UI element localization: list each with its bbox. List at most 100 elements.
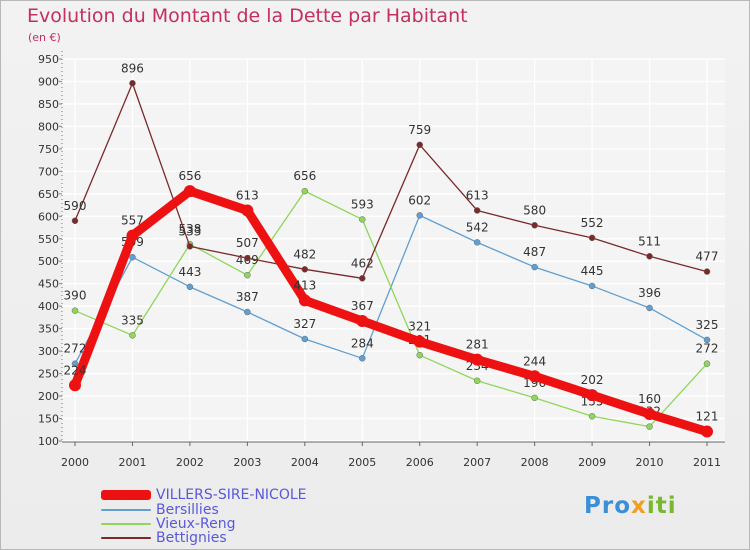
x-tick-label: 2000 xyxy=(61,456,89,469)
data-label: 272 xyxy=(696,342,719,356)
data-label: 580 xyxy=(523,203,546,217)
data-label: 321 xyxy=(408,320,431,334)
data-label: 542 xyxy=(466,220,489,234)
data-point xyxy=(71,360,79,367)
data-point xyxy=(531,394,538,402)
data-point xyxy=(703,360,711,367)
y-tick-label: 850 xyxy=(38,98,59,111)
x-tick-label: 2003 xyxy=(233,456,261,469)
data-point xyxy=(301,187,309,195)
x-tick-label: 2010 xyxy=(636,456,664,469)
data-point xyxy=(356,315,369,328)
data-point xyxy=(301,266,309,273)
y-tick-label: 900 xyxy=(38,75,59,88)
data-point xyxy=(129,80,136,87)
proxiti-logo: Proxiti xyxy=(584,493,677,519)
data-label: 487 xyxy=(523,245,546,259)
x-tick-label: 2007 xyxy=(463,456,491,469)
legend-item-bettignies[interactable]: Bettignies xyxy=(101,529,227,546)
data-point xyxy=(413,335,426,348)
y-tick-label: 100 xyxy=(38,435,59,448)
data-label: 896 xyxy=(121,61,144,75)
y-tick-label: 750 xyxy=(38,143,59,156)
data-label: 593 xyxy=(351,197,374,211)
data-label: 613 xyxy=(236,188,259,202)
data-label: 462 xyxy=(351,256,374,270)
data-label: 327 xyxy=(293,317,316,331)
x-tick-label: 2002 xyxy=(176,456,204,469)
data-point xyxy=(298,294,311,307)
data-point xyxy=(703,336,711,344)
data-point xyxy=(646,253,653,260)
data-label: 202 xyxy=(581,373,604,387)
y-tick-label: 250 xyxy=(38,368,59,381)
data-point xyxy=(359,216,366,223)
data-point xyxy=(473,377,481,385)
legend-label: Vieux-Reng xyxy=(156,515,236,532)
data-point xyxy=(186,243,194,250)
data-label: 557 xyxy=(121,214,144,228)
x-tick-label: 2004 xyxy=(291,456,319,469)
legend-label: VILLERS-SIRE-NICOLE xyxy=(156,486,307,503)
data-label: 590 xyxy=(64,199,87,213)
plot-area xyxy=(62,59,725,441)
data-point xyxy=(126,229,139,242)
data-point xyxy=(129,332,136,339)
data-label: 160 xyxy=(638,392,661,406)
y-tick-label: 200 xyxy=(38,390,59,403)
data-point xyxy=(244,271,251,279)
data-point xyxy=(531,222,538,229)
data-label: 396 xyxy=(638,286,661,300)
x-tick-label: 2011 xyxy=(693,456,721,469)
data-point xyxy=(241,204,254,217)
legend-item-villers-sire-nicole[interactable]: VILLERS-SIRE-NICOLE xyxy=(101,486,307,503)
series-line xyxy=(70,186,712,437)
chart-subtitle: (en €) xyxy=(28,31,61,44)
data-label: 244 xyxy=(523,354,546,368)
y-tick-label: 500 xyxy=(38,255,59,268)
x-tick-label: 2008 xyxy=(521,456,549,469)
data-label: 335 xyxy=(121,313,144,327)
data-label: 656 xyxy=(178,169,201,183)
legend-item-vieux-reng[interactable]: Vieux-Reng xyxy=(101,515,236,532)
data-point xyxy=(473,239,481,246)
legend-swatch xyxy=(101,522,151,525)
y-tick-label: 550 xyxy=(38,233,59,246)
data-point xyxy=(186,283,194,291)
data-label: 272 xyxy=(64,342,87,356)
data-label: 507 xyxy=(236,236,259,250)
data-point xyxy=(586,389,599,402)
data-point xyxy=(528,370,541,383)
chart-title: Evolution du Montant de la Dette par Hab… xyxy=(27,5,468,27)
x-tick-label: 2001 xyxy=(118,456,146,469)
data-label: 533 xyxy=(178,224,201,238)
data-label: 511 xyxy=(638,234,661,248)
legend-item-bersillies[interactable]: Bersillies xyxy=(101,502,219,518)
x-tick-label: 2006 xyxy=(406,456,434,469)
y-tick-label: 800 xyxy=(38,120,59,133)
data-label: 445 xyxy=(581,264,604,278)
legend-swatch xyxy=(101,536,151,539)
data-point xyxy=(359,355,366,362)
legend-label: Bettignies xyxy=(156,529,227,546)
data-point xyxy=(359,275,366,282)
data-point xyxy=(416,212,423,219)
data-point xyxy=(646,423,653,430)
data-label: 613 xyxy=(466,188,489,202)
series-line xyxy=(74,82,708,279)
data-label: 121 xyxy=(696,410,719,424)
data-point xyxy=(71,307,79,314)
data-point xyxy=(646,304,653,312)
data-point xyxy=(244,254,251,262)
y-tick-label: 350 xyxy=(38,323,59,336)
data-point xyxy=(588,282,596,290)
data-label: 413 xyxy=(293,278,316,292)
x-tick-label: 2005 xyxy=(348,456,376,469)
y-tick-label: 950 xyxy=(38,53,59,66)
data-point xyxy=(643,408,656,421)
y-tick-label: 700 xyxy=(38,165,59,178)
data-point xyxy=(69,379,81,392)
data-point xyxy=(183,185,196,198)
data-label: 224 xyxy=(64,363,87,377)
